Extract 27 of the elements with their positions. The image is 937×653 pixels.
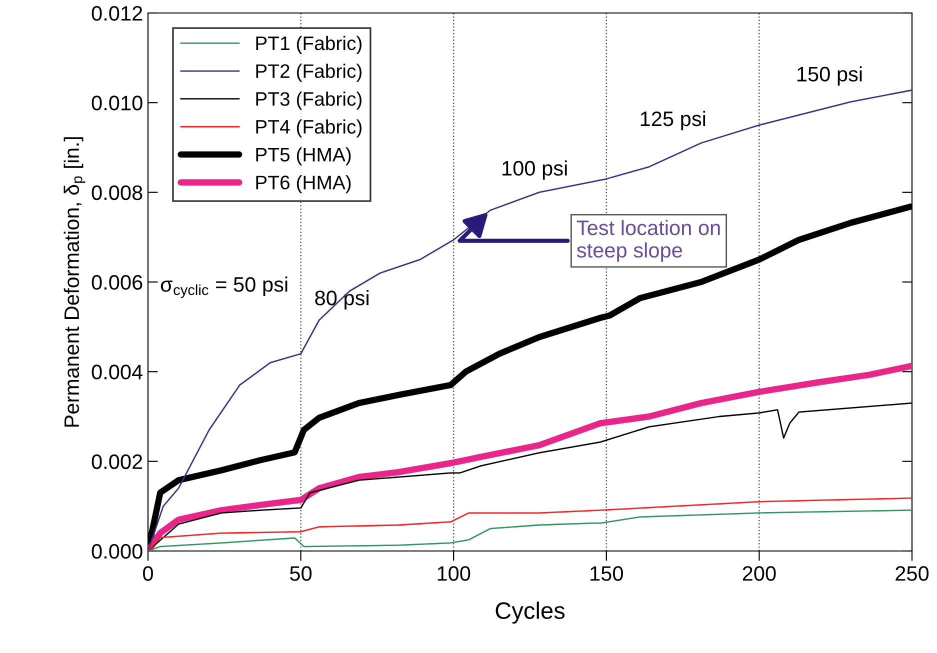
y-tick-label: 0.008	[92, 185, 142, 200]
annotation: 100 psi	[502, 160, 567, 180]
legend-label: PT2 (Fabric)	[256, 64, 362, 82]
annotation: 80 psi	[315, 290, 368, 310]
x-tick-label: 0	[143, 566, 153, 581]
x-tick-label: 50	[290, 566, 312, 581]
y-tick-label: 0.002	[92, 454, 142, 470]
legend-label: PT1 (Fabric)	[256, 36, 362, 54]
annotation: Test location on steep slope	[576, 220, 720, 262]
y-tick-label: 0.000	[92, 544, 142, 559]
x-tick-label: 100	[438, 566, 470, 581]
x-tick-label: 150	[590, 566, 623, 581]
y-tick-label: 0.012	[92, 6, 142, 21]
legend-label: PT5 (HMA)	[256, 147, 351, 166]
x-tick-label: 250	[896, 566, 929, 581]
x-tick-label: 200	[742, 566, 776, 581]
annotation: 150 psi	[797, 66, 862, 86]
y-tick-label: 0.006	[92, 275, 142, 290]
legend-label: PT4 (Fabric)	[256, 119, 362, 138]
x-axis-title: Cycles	[496, 602, 565, 624]
y-tick-label: 0.004	[92, 364, 143, 380]
y-tick-label: 0.010	[92, 96, 142, 110]
annotation: 125 psi	[640, 110, 706, 130]
legend-label: PT6 (HMA)	[256, 175, 351, 194]
annotation: σ$_{cyclic}$ = 50 psi	[160, 276, 288, 298]
legend-label: PT3 (Fabric)	[256, 92, 362, 110]
y-axis-title: Permanent Deformation, δ$_{p}$ [in.]	[64, 137, 86, 427]
